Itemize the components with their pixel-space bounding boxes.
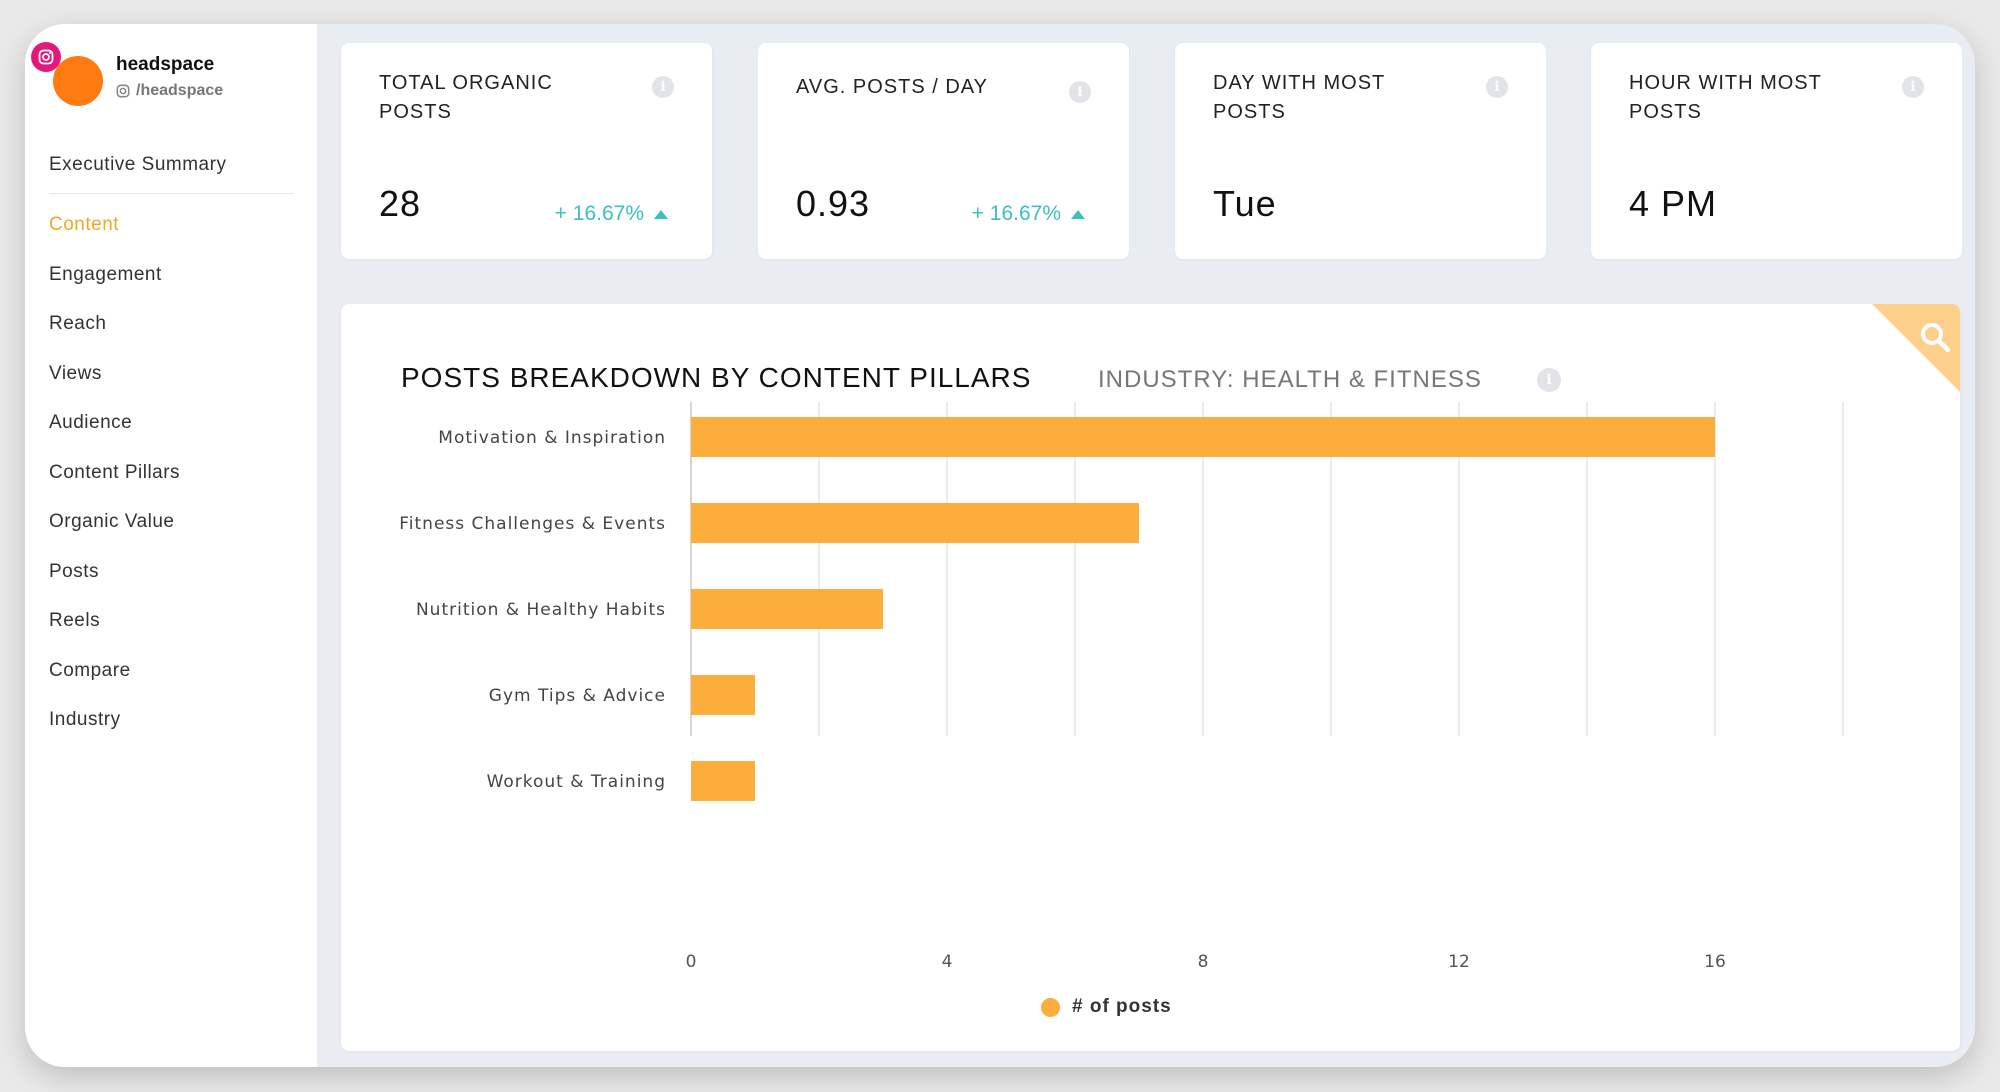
sidebar-item-content-pillars[interactable]: Content Pillars [49, 461, 181, 483]
bar [691, 589, 883, 629]
kpi-delta: + 16.67% [555, 202, 668, 226]
info-icon[interactable]: i [652, 76, 674, 98]
bar [691, 417, 1715, 457]
kpi-title: TOTAL ORGANIC POSTS [379, 72, 553, 123]
kpi-value: Tue [1213, 183, 1277, 224]
kpi-title: AVG. POSTS / DAY [796, 76, 988, 98]
info-icon[interactable]: i [1486, 76, 1508, 98]
sidebar-item-audience[interactable]: Audience [49, 412, 133, 433]
x-tick-label: 12 [1448, 952, 1470, 972]
sidebar-item-engagement[interactable]: Engagement [49, 263, 162, 285]
kpi-card-hour-with-most-posts: HOUR WITH MOST POSTS i 4 PM [1591, 43, 1962, 259]
kpi-value: 0.93 [796, 183, 871, 224]
legend-label: # of posts [1072, 996, 1172, 1017]
sidebar-nav: Executive Summary Content Engagement Rea… [49, 154, 294, 759]
sidebar-item-posts[interactable]: Posts [49, 560, 100, 582]
arrow-up-icon [1071, 209, 1085, 219]
category-label: Workout & Training [487, 772, 666, 792]
sidebar-item-views[interactable]: Views [49, 362, 102, 384]
content-pillars-chart-card: POSTS BREAKDOWN BY CONTENT PILLARS INDUS… [341, 304, 1960, 1051]
kpi-delta-text: + 16.67% [971, 202, 1061, 225]
bar [691, 761, 755, 801]
kpi-title: HOUR WITH MOST POSTS [1629, 72, 1822, 123]
chart-subtitle: INDUSTRY: HEALTH & FITNESS [1098, 366, 1482, 393]
category-label: Fitness Challenges & Events [399, 514, 666, 534]
sidebar-item-reels[interactable]: Reels [49, 610, 101, 631]
kpi-value: 4 PM [1629, 183, 1718, 224]
sidebar-item-reach[interactable]: Reach [49, 313, 107, 334]
category-label: Motivation & Inspiration [438, 428, 666, 448]
kpi-value: 28 [379, 183, 422, 224]
sidebar-item-executive-summary[interactable]: Executive Summary [49, 154, 294, 194]
profile-header[interactable]: headspace /headspace [25, 24, 317, 124]
sidebar-item-organic-value[interactable]: Organic Value [49, 511, 175, 532]
bar [691, 503, 1139, 543]
x-tick-label: 0 [686, 952, 697, 972]
kpi-card-avg-posts-per-day: AVG. POSTS / DAY i 0.93 + 16.67% [758, 43, 1129, 259]
instagram-small-icon [116, 84, 130, 98]
x-tick-label: 8 [1198, 952, 1209, 972]
chart-legend[interactable]: # of posts [1041, 996, 1172, 1018]
sidebar-item-content[interactable]: Content [49, 214, 120, 235]
arrow-up-icon [654, 209, 668, 219]
kpi-delta-text: + 16.67% [554, 202, 644, 225]
x-tick-label: 16 [1704, 952, 1726, 972]
profile-name: headspace [116, 54, 215, 75]
app-window: headspace /headspace Executive Summary C… [25, 24, 1975, 1067]
search-icon[interactable] [1918, 320, 1952, 354]
legend-dot [1041, 997, 1060, 1017]
sidebar-item-industry[interactable]: Industry [49, 709, 121, 730]
profile-handle: /headspace [116, 82, 223, 100]
info-icon[interactable]: i [1537, 368, 1561, 392]
info-icon[interactable]: i [1902, 76, 1924, 98]
kpi-delta: + 16.67% [972, 202, 1085, 226]
sidebar-item-compare[interactable]: Compare [49, 659, 131, 681]
bar [691, 675, 755, 715]
sidebar: headspace /headspace Executive Summary C… [25, 24, 317, 1067]
category-label: Nutrition & Healthy Habits [416, 600, 666, 620]
kpi-title: DAY WITH MOST POSTS [1213, 72, 1385, 123]
kpi-card-total-organic-posts: TOTAL ORGANIC POSTS i 28 + 16.67% [341, 43, 712, 259]
category-label: Gym Tips & Advice [489, 686, 666, 706]
info-icon[interactable]: i [1069, 81, 1091, 103]
profile-handle-text: /headspace [136, 82, 224, 99]
bar-chart: 0 4 8 12 16 Motivation & Inspiration Fitness C… [399, 402, 1844, 972]
avatar [53, 56, 103, 106]
kpi-card-day-with-most-posts: DAY WITH MOST POSTS i Tue [1175, 43, 1546, 259]
instagram-icon [31, 42, 61, 72]
x-tick-label: 4 [942, 952, 953, 972]
chart-title: POSTS BREAKDOWN BY CONTENT PILLARS [401, 362, 1032, 393]
